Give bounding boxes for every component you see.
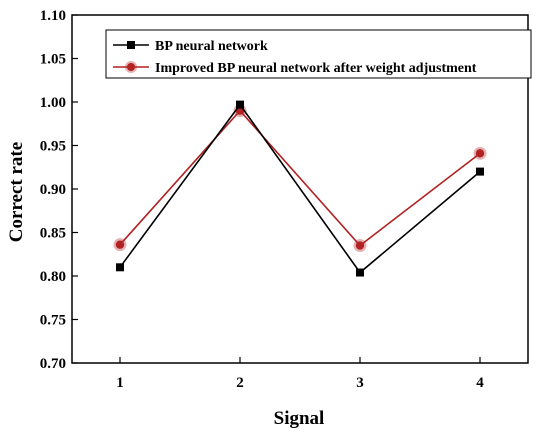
legend-item: BP neural network	[113, 39, 268, 54]
y-tick-label: 0.85	[40, 226, 66, 242]
series-1	[113, 104, 487, 253]
data-point	[236, 100, 244, 109]
y-tick-label: 0.75	[40, 313, 66, 329]
data-point	[355, 241, 365, 250]
y-tick-label: 0.70	[40, 356, 66, 372]
data-point	[356, 268, 364, 277]
data-point	[115, 240, 125, 249]
x-axis-title: Signal	[274, 408, 325, 429]
legend-marker	[127, 63, 135, 71]
y-tick-label: 0.90	[40, 182, 66, 198]
x-axis-ticks: 1 2 3 4	[116, 357, 484, 391]
legend-item: Improved BP neural network after weight …	[113, 61, 477, 76]
plot-frame	[71, 14, 529, 364]
y-axis-title: Correct rate	[6, 142, 27, 242]
y-tick-label: 1.10	[40, 8, 66, 24]
series-line	[119, 103, 481, 274]
legend-box	[105, 29, 532, 79]
y-tick-label: 0.80	[40, 269, 66, 285]
y-axis-ticks: 0.70 0.75 0.80 0.85 0.90 0.95 1.00 1.05 1.10	[40, 8, 78, 372]
y-tick-label: 1.05	[40, 52, 66, 68]
y-tick-label: 1.00	[40, 95, 66, 111]
series-0	[116, 100, 484, 277]
y-tick-label: 0.95	[40, 139, 66, 155]
x-tick-label: 1	[116, 375, 124, 391]
x-tick-label: 3	[356, 375, 364, 391]
legend-marker	[127, 41, 135, 49]
x-tick-label: 2	[236, 375, 244, 391]
data-point	[476, 167, 484, 176]
data-point	[475, 149, 485, 158]
data-point	[116, 263, 124, 272]
series-layer	[113, 100, 487, 277]
series-line	[119, 109, 481, 247]
legend: BP neural network Improved BP neural netw…	[105, 29, 532, 79]
x-tick-label: 4	[476, 375, 484, 391]
legend-label: BP neural network	[155, 39, 268, 54]
legend-label: Improved BP neural network after weight …	[155, 61, 477, 76]
